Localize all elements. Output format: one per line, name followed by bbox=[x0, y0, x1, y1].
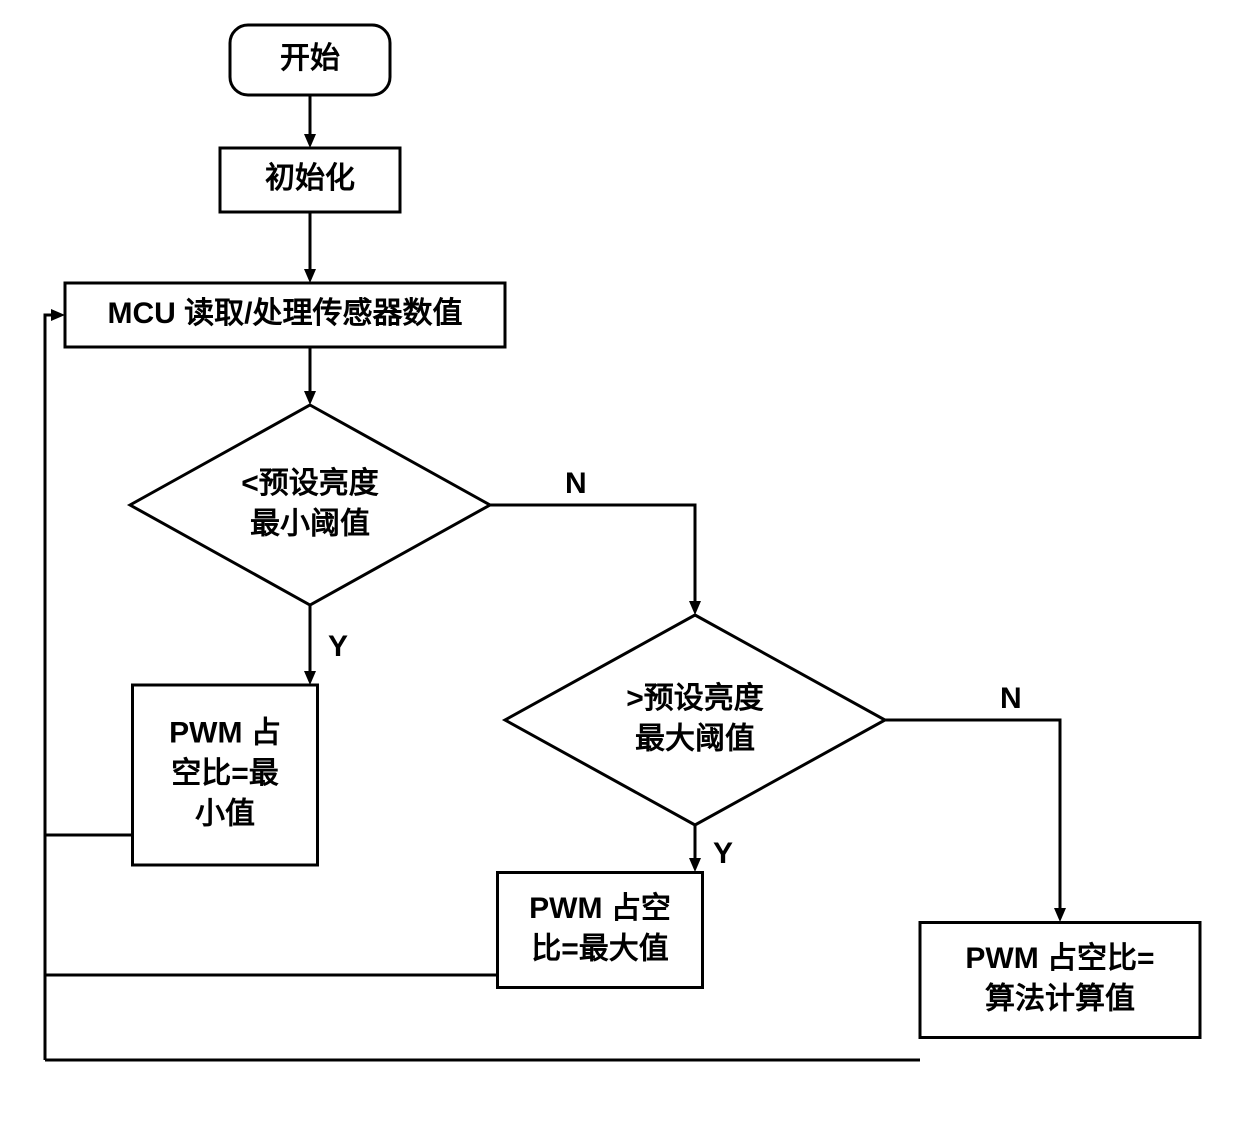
node-label-start: 开始 bbox=[280, 42, 340, 75]
arrow-head bbox=[1054, 908, 1066, 922]
edge-label-e_dec1_y: Y bbox=[328, 630, 348, 663]
arrow-head bbox=[304, 671, 316, 685]
node-label-init: 初始化 bbox=[265, 162, 355, 195]
arrow-head bbox=[304, 269, 316, 283]
arrow-head bbox=[304, 134, 316, 148]
edge-e_dec2_n bbox=[885, 720, 1060, 908]
edge-label-e_dec1_n: N bbox=[565, 467, 587, 500]
arrow-head bbox=[304, 391, 316, 405]
edge-label-e_dec2_y: Y bbox=[713, 837, 733, 870]
arrow-head bbox=[689, 601, 701, 615]
node-pwm_calc bbox=[920, 923, 1200, 1038]
flowchart-canvas: 开始初始化MCU 读取/处理传感器数值<预设亮度最小阈值>预设亮度最大阈值PWM… bbox=[0, 0, 1240, 1127]
arrow-head bbox=[51, 309, 65, 321]
arrow-head bbox=[689, 858, 701, 872]
node-pwm_max bbox=[498, 873, 703, 988]
edge-label-e_dec2_n: N bbox=[1000, 682, 1022, 715]
edge-e_dec1_n bbox=[490, 505, 695, 601]
node-dec_max bbox=[505, 615, 885, 825]
node-label-read: MCU 读取/处理传感器数值 bbox=[108, 297, 463, 330]
edge-e_min_back bbox=[45, 315, 132, 835]
node-dec_min bbox=[130, 405, 490, 605]
